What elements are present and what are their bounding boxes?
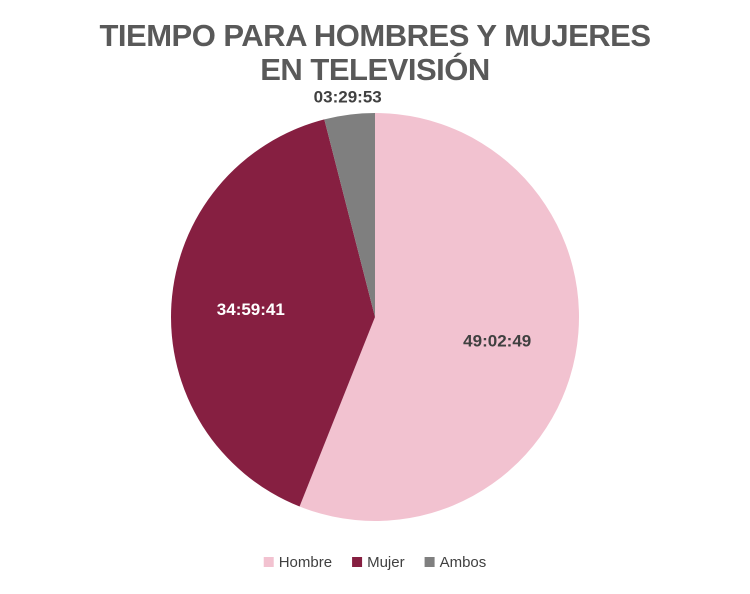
pie-slices <box>171 113 579 521</box>
pie-slice-ambos <box>324 113 375 317</box>
chart-title-line-1: TIEMPO PARA HOMBRES Y MUJERES <box>99 18 650 53</box>
legend-label-hombre: Hombre <box>279 554 332 571</box>
legend-label-mujer: Mujer <box>367 554 405 571</box>
legend-label-ambos: Ambos <box>440 554 487 571</box>
pie-slice-mujer <box>171 119 375 507</box>
legend: Hombre Mujer Ambos <box>263 554 487 571</box>
chart-title-line-2: EN TELEVISIÓN <box>260 51 489 87</box>
data-label-ambos: 03:29:53 <box>314 88 382 107</box>
legend-swatch-ambos <box>424 557 435 567</box>
legend-swatch-mujer <box>352 557 363 567</box>
legend-swatch-hombre <box>263 557 274 567</box>
data-labels: 49:02:49 34:59:41 03:29:53 <box>217 88 531 351</box>
data-label-mujer: 34:59:41 <box>217 300 285 319</box>
pie-slice-hombre <box>299 113 579 521</box>
data-label-hombre: 49:02:49 <box>463 331 531 350</box>
